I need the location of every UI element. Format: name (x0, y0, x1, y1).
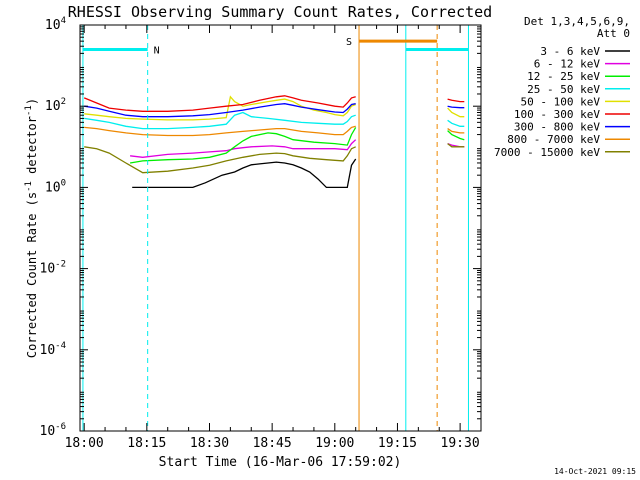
series-line-800-7000-kev-1 (447, 128, 465, 134)
series-line-3-6-kev-0 (132, 158, 357, 189)
y-tick-label: 10-6 (40, 422, 67, 439)
flag-label-s: S (346, 37, 352, 48)
legend-label-7000-15000-kev: 7000 - 15000 keV (494, 146, 600, 159)
series-12-25-kev (129, 127, 465, 164)
series-line-100-300-kev-0 (83, 95, 356, 112)
footer-timestamp: 14-Oct-2021 09:15 (554, 467, 636, 476)
marker-layer: NS (82, 25, 469, 431)
series-6-12-kev (130, 139, 465, 158)
series-line-50-100-kev-0 (84, 95, 356, 121)
series-line-800-7000-kev-0 (84, 125, 356, 137)
x-tick-label-15: 18:15 (127, 436, 166, 451)
series-layer (83, 95, 465, 189)
legend-label-6-12-kev: 6 - 12 keV (534, 58, 601, 71)
legend-title-line2: Att 0 (597, 27, 630, 40)
legend-label-100-300-kev: 100 - 300 keV (514, 108, 600, 121)
y-tick-label: 10-2 (40, 260, 67, 277)
series-3-6-kev (132, 158, 357, 189)
y-tick-label: 102 (45, 97, 66, 114)
series-line-7000-15000-kev-1 (447, 143, 465, 148)
y-tick-label: 104 (45, 16, 66, 33)
series-line-12-25-kev-1 (447, 130, 465, 141)
y-axis-label: Corrected Count Rate (s-1 detector-1) (24, 98, 39, 358)
series-100-300-kev (83, 95, 465, 112)
x-tick-label-60: 19:00 (315, 436, 354, 451)
legend-label-800-7000-kev: 800 - 7000 keV (507, 133, 600, 146)
series-line-12-25-kev-0 (129, 127, 357, 164)
legend-label-50-100-kev: 50 - 100 keV (521, 95, 601, 108)
flag-label-n: N (154, 45, 160, 56)
legend-label-3-6-kev: 3 - 6 keV (540, 45, 600, 58)
plot-frame (79, 24, 482, 432)
legend-label-12-25-kev: 12 - 25 keV (527, 70, 600, 83)
x-tick-label-30: 18:30 (190, 436, 229, 451)
tick-layer: 18:00 18:15 18:30 18:45 19:00 19:15 19:30 104 10… (40, 16, 481, 451)
series-50-100-kev (84, 95, 465, 121)
legend-title-line1: Det 1,3,4,5,6,9, (524, 15, 630, 28)
series-line-300-800-kev-1 (447, 105, 465, 109)
series-line-100-300-kev-1 (447, 98, 465, 103)
x-tick-label-0: 18:00 (65, 436, 104, 451)
legend-label-300-800-kev: 300 - 800 keV (514, 121, 600, 134)
x-axis-label: Start Time (16-Mar-06 17:59:02) (159, 455, 402, 470)
x-tick-label-45: 18:45 (253, 436, 292, 451)
series-line-300-800-kev-0 (84, 103, 356, 118)
y-tick-label: 100 (45, 178, 66, 195)
series-line-25-50-kev-0 (84, 111, 356, 130)
x-tick-label-90: 19:30 (441, 436, 480, 451)
series-7000-15000-kev (84, 143, 465, 174)
series-line-25-50-kev-1 (447, 119, 465, 127)
series-line-7000-15000-kev-0 (84, 146, 356, 174)
series-line-6-12-kev-0 (130, 139, 357, 158)
legend-label-25-50-kev: 25 - 50 keV (527, 83, 600, 96)
series-25-50-kev (84, 111, 465, 130)
chart-title: RHESSI Observing Summary Count Rates, Co… (68, 3, 492, 21)
series-300-800-kev (84, 103, 465, 118)
series-line-50-100-kev-1 (447, 107, 465, 118)
series-800-7000-kev (84, 125, 465, 137)
y-tick-label: 10-4 (40, 341, 67, 358)
x-tick-label-75: 19:15 (378, 436, 417, 451)
